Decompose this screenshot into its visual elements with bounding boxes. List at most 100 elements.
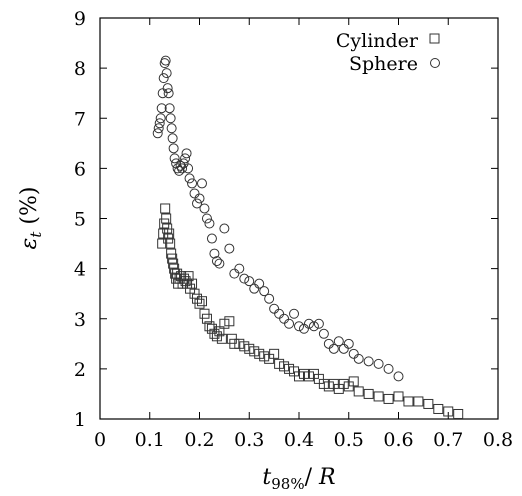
sphere-point [219,223,230,234]
sphere-point [318,328,329,339]
x-tick-label: 0.5 [334,429,364,451]
data-series [152,55,464,419]
cylinder-point [453,408,464,419]
sphere-point [155,113,166,124]
sphere-point [167,133,178,144]
series-cylinder [157,203,464,419]
cylinder-point [353,386,364,397]
y-tick-label: 8 [74,58,86,80]
sphere-point [274,308,285,319]
cylinder-point [161,213,172,224]
x-tick-label: 0 [94,429,106,451]
x-axis: 0 0.1 0.2 0.3 0.4 0.5 0.6 0.7 0.8 [94,18,513,451]
sphere-point [157,88,168,99]
cylinder-point [269,348,280,359]
sphere-point [383,363,394,374]
sphere-point [177,163,188,174]
cylinder-point [224,316,235,327]
cylinder-point [168,258,179,269]
cylinder-point [403,396,414,407]
x-tick-label: 0.8 [483,429,513,451]
sphere-point [187,178,198,189]
legend: Cylinder Sphere [336,30,440,75]
sphere-point [161,68,172,79]
sphere-point [249,283,260,294]
cylinder-point [196,296,207,307]
sphere-point [153,123,164,134]
sphere-point [353,353,364,364]
sphere-point [234,263,245,274]
sphere-point [163,88,174,99]
cylinder-point [163,233,174,244]
cylinder-point [159,218,170,229]
cylinder-point [157,238,168,249]
sphere-point [165,113,176,124]
cylinder-point [162,223,173,234]
sphere-point [338,343,349,354]
cylinder-point [226,333,237,344]
sphere-point [343,338,354,349]
sphere-point [209,248,220,259]
sphere-point [214,258,225,269]
cylinder-point [160,203,171,214]
sphere-point [289,308,300,319]
sphere-point [183,163,194,174]
x-tick-label: 0.4 [284,429,314,451]
sphere-point [348,348,359,359]
cylinder-point [443,406,454,417]
sphere-point [201,213,212,224]
x-tick-label: 0.7 [433,429,463,451]
sphere-point [303,318,314,329]
cylinder-point [164,228,175,239]
cylinder-point [199,308,210,319]
sphere-point [168,143,179,154]
sphere-point [184,173,195,184]
cylinder-point [423,398,434,409]
sphere-point [239,273,250,284]
sphere-point [206,233,217,244]
legend-label-sphere: Sphere [349,53,418,75]
sphere-point [298,323,309,334]
x-tick-label: 0.6 [383,429,413,451]
sphere-point [204,218,215,229]
sphere-point [211,256,222,267]
x-tick-label: 0.3 [234,429,264,451]
cylinder-point [172,268,183,279]
sphere-point [196,178,207,189]
sphere-point [264,293,275,304]
series-sphere [152,55,404,382]
sphere-point [160,55,171,66]
cylinder-point [216,333,227,344]
cylinder-point [189,288,200,299]
cylinder-point [169,263,180,274]
sphere-point [169,153,180,164]
cylinder-point [383,393,394,404]
y-tick-label: 4 [74,259,86,281]
sphere-point [244,276,255,287]
legend-marker-square [429,33,440,44]
sphere-point [279,313,290,324]
sphere-point [308,321,319,332]
sphere-point [175,160,186,171]
sphere-point [156,103,167,114]
legend-marker-circle [430,58,440,68]
y-tick-label: 9 [74,8,86,30]
x-tick-label: 0.2 [184,429,214,451]
sphere-point [313,318,324,329]
sphere-point [333,336,344,347]
sphere-point [254,278,265,289]
sphere-point [269,303,280,314]
sphere-point [323,338,334,349]
cylinder-point [393,391,404,402]
y-axis-title: εt (%) [17,187,45,250]
cylinder-point [373,391,384,402]
sphere-point [284,318,295,329]
sphere-point [180,153,191,164]
sphere-point [152,128,163,139]
x-tick-label: 0.1 [135,429,165,451]
sphere-point [199,203,210,214]
cylinder-point [363,388,374,399]
sphere-point [294,321,304,332]
y-tick-label: 7 [74,108,86,130]
